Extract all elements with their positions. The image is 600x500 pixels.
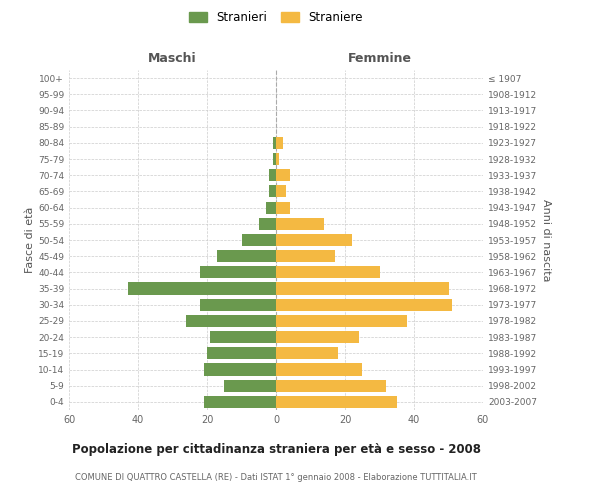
Bar bbox=[276, 380, 386, 392]
Bar bbox=[272, 137, 276, 149]
Bar bbox=[269, 169, 276, 181]
Bar bbox=[241, 234, 276, 246]
Bar bbox=[224, 380, 276, 392]
Bar bbox=[276, 315, 407, 327]
Bar bbox=[276, 137, 283, 149]
Bar bbox=[276, 331, 359, 343]
Bar bbox=[276, 202, 290, 213]
Bar bbox=[276, 218, 325, 230]
Bar bbox=[276, 250, 335, 262]
Bar bbox=[276, 266, 380, 278]
Bar bbox=[200, 298, 276, 311]
Bar bbox=[276, 282, 449, 294]
Y-axis label: Fasce di età: Fasce di età bbox=[25, 207, 35, 273]
Bar bbox=[276, 348, 338, 360]
Bar bbox=[276, 234, 352, 246]
Text: COMUNE DI QUATTRO CASTELLA (RE) - Dati ISTAT 1° gennaio 2008 - Elaborazione TUTT: COMUNE DI QUATTRO CASTELLA (RE) - Dati I… bbox=[75, 472, 477, 482]
Bar bbox=[276, 153, 280, 165]
Y-axis label: Anni di nascita: Anni di nascita bbox=[541, 198, 551, 281]
Bar bbox=[217, 250, 276, 262]
Bar bbox=[203, 364, 276, 376]
Bar bbox=[203, 396, 276, 408]
Text: Maschi: Maschi bbox=[148, 52, 197, 65]
Bar bbox=[276, 364, 362, 376]
Bar bbox=[266, 202, 276, 213]
Bar bbox=[272, 153, 276, 165]
Bar bbox=[276, 186, 286, 198]
Bar bbox=[276, 169, 290, 181]
Bar bbox=[276, 298, 452, 311]
Bar bbox=[128, 282, 276, 294]
Bar bbox=[211, 331, 276, 343]
Bar bbox=[200, 266, 276, 278]
Legend: Stranieri, Straniere: Stranieri, Straniere bbox=[189, 11, 363, 24]
Text: Popolazione per cittadinanza straniera per età e sesso - 2008: Popolazione per cittadinanza straniera p… bbox=[71, 442, 481, 456]
Bar bbox=[187, 315, 276, 327]
Bar bbox=[207, 348, 276, 360]
Bar bbox=[276, 396, 397, 408]
Bar bbox=[259, 218, 276, 230]
Text: Femmine: Femmine bbox=[347, 52, 412, 65]
Bar bbox=[269, 186, 276, 198]
